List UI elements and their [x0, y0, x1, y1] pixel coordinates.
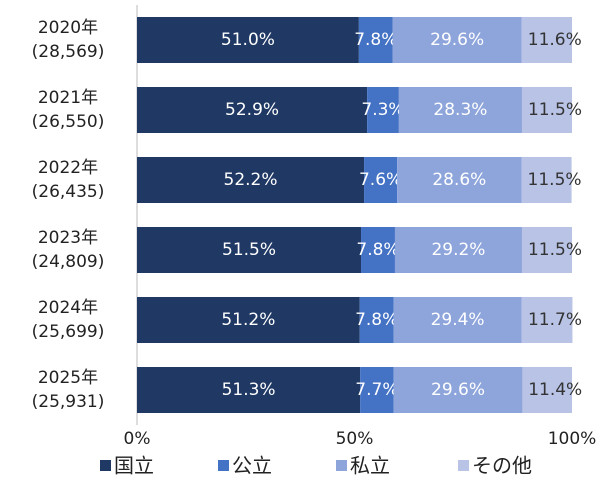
bar-segment: [359, 297, 394, 343]
y-tick-label: (26,435): [32, 182, 105, 202]
legend-swatch: [458, 460, 469, 471]
bar-segment: [360, 367, 394, 413]
value-label: 7.6%: [359, 170, 402, 190]
bar-segment: [394, 227, 522, 273]
value-label: 7.8%: [355, 310, 398, 330]
legend-label: 公立: [232, 454, 272, 478]
y-tick-label: (28,569): [32, 42, 105, 62]
legend-label: 国立: [114, 454, 154, 478]
bar-segment: [137, 87, 368, 133]
bar-segment: [137, 157, 365, 203]
value-label: 7.7%: [355, 380, 398, 400]
y-tick-label: 2022年: [38, 158, 98, 178]
x-tick-label: 100%: [548, 429, 597, 449]
y-tick-label: 2020年: [38, 18, 98, 38]
bar-segment: [521, 17, 572, 63]
bar-segment: [521, 297, 573, 343]
y-tick-label: (26,550): [32, 112, 105, 132]
value-label: 52.2%: [224, 170, 278, 190]
value-label: 11.5%: [528, 170, 582, 190]
bar-segment: [521, 227, 572, 273]
y-tick-label: 2023年: [38, 228, 98, 248]
legend-label: その他: [472, 454, 532, 478]
y-tick-label: (25,699): [32, 322, 105, 342]
bar-segment: [521, 87, 572, 133]
value-label: 29.6%: [431, 380, 485, 400]
value-label: 29.2%: [431, 240, 485, 260]
bar-segment: [137, 17, 359, 63]
value-label: 51.3%: [222, 380, 276, 400]
value-label: 51.0%: [221, 30, 275, 50]
value-label: 11.4%: [528, 380, 582, 400]
bar-segment: [392, 17, 522, 63]
bar-segment: [393, 367, 523, 413]
bar-segment: [364, 157, 398, 203]
bar-segment: [361, 227, 395, 273]
value-label: 7.8%: [356, 240, 399, 260]
value-label: 11.5%: [528, 240, 582, 260]
bar-segment: [137, 227, 362, 273]
value-label: 7.8%: [354, 30, 397, 50]
x-tick-label: 0%: [124, 429, 151, 449]
bar-segment: [397, 157, 522, 203]
bar-segment: [137, 367, 361, 413]
bar-segment: [522, 367, 572, 413]
value-label: 51.2%: [221, 310, 275, 330]
bar-segment: [521, 157, 572, 203]
x-tick-label: 50%: [336, 429, 374, 449]
value-label: 7.3%: [361, 100, 404, 120]
y-tick-label: 2021年: [38, 88, 98, 108]
value-label: 11.5%: [528, 100, 582, 120]
value-label: 11.6%: [528, 30, 582, 50]
bar-segment: [393, 297, 522, 343]
bar-segment: [137, 297, 360, 343]
value-label: 28.3%: [433, 100, 487, 120]
y-tick-label: 2025年: [38, 368, 98, 388]
bar-segment: [398, 87, 522, 133]
value-label: 28.6%: [432, 170, 486, 190]
y-tick-label: (24,809): [32, 252, 105, 272]
value-label: 51.5%: [222, 240, 276, 260]
value-label: 52.9%: [225, 100, 279, 120]
bar-segment: [367, 87, 399, 133]
legend-swatch: [100, 460, 111, 471]
legend-swatch: [218, 460, 229, 471]
legend-label: 私立: [350, 454, 390, 478]
bar-segment: [358, 17, 393, 63]
value-label: 29.6%: [430, 30, 484, 50]
value-label: 29.4%: [431, 310, 485, 330]
value-label: 11.7%: [528, 310, 582, 330]
legend-swatch: [336, 460, 347, 471]
y-tick-label: 2024年: [38, 298, 98, 318]
y-tick-label: (25,931): [32, 392, 105, 412]
